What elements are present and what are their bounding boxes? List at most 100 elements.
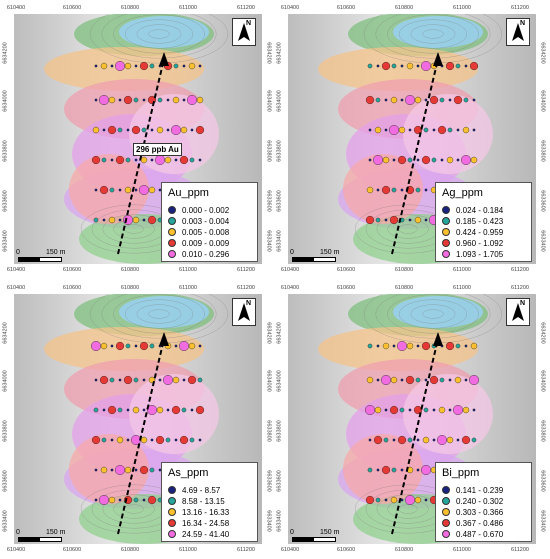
axis-tick-label: 610800	[394, 285, 414, 291]
map-canvas	[318, 294, 503, 544]
anomaly-zone	[403, 94, 493, 174]
sample-point	[178, 341, 189, 352]
legend-item: 0.487 - 0.670	[442, 529, 503, 539]
sample-point	[110, 64, 114, 68]
sample-point	[414, 496, 422, 504]
axis-tick-label: 6633400	[265, 230, 272, 252]
sample-point	[420, 464, 431, 475]
sample-point	[149, 63, 155, 69]
sample-point	[91, 435, 101, 445]
sample-point	[134, 64, 138, 68]
sample-point	[408, 408, 412, 412]
sample-point	[134, 344, 138, 348]
axis-tick-label: 6633600	[539, 470, 546, 492]
contour-line	[124, 299, 193, 329]
sample-point	[188, 342, 196, 350]
sample-point	[367, 63, 373, 69]
sample-point	[429, 375, 439, 385]
axis-tick-label: 6634200	[265, 322, 272, 344]
axis-tick-label: 611200	[237, 5, 255, 11]
legend-swatch	[168, 228, 176, 236]
scale-label-end: 150 m	[320, 249, 340, 256]
axis-tick-label: 610800	[120, 547, 140, 553]
sample-point	[133, 97, 139, 103]
sample-point	[472, 98, 476, 102]
sample-point	[389, 405, 399, 415]
legend-label: 0.303 - 0.366	[456, 507, 504, 517]
sample-point	[376, 344, 380, 348]
legend-item: 13.16 - 16.33	[168, 507, 229, 517]
sample-point	[384, 98, 388, 102]
sample-point	[470, 156, 478, 164]
trend-arrow-line	[117, 58, 165, 255]
sample-point	[375, 217, 381, 223]
sample-point	[118, 98, 122, 102]
north-arrow-icon	[238, 303, 250, 321]
sample-point	[455, 343, 461, 349]
legend-label: 0.010 - 0.296	[182, 249, 230, 259]
sample-point	[174, 344, 178, 348]
sample-point	[381, 185, 391, 195]
sample-point	[102, 218, 106, 222]
axis-tick-label: 6634200	[276, 322, 283, 344]
axis-tick-label: 6634200	[2, 42, 9, 64]
sample-point	[107, 405, 117, 415]
sample-point	[182, 378, 186, 382]
sample-point	[414, 96, 422, 104]
sample-point	[174, 158, 178, 162]
scale-bar: 0 150 m	[16, 526, 68, 542]
contour-line	[398, 299, 467, 329]
sample-point	[189, 437, 195, 443]
sample-point	[460, 154, 471, 165]
sample-point	[139, 465, 149, 475]
sample-point	[368, 438, 372, 442]
sample-point	[122, 214, 133, 225]
sample-point	[408, 218, 412, 222]
legend-swatch	[442, 508, 450, 516]
sample-point	[172, 376, 180, 384]
sample-point	[124, 62, 132, 70]
axis-tick-label: 611000	[453, 547, 471, 553]
axis-tick-label: 610800	[120, 285, 140, 291]
anomaly-zone	[393, 296, 483, 328]
sample-point	[118, 378, 122, 382]
sample-point	[416, 158, 420, 162]
axis-tick-label: 610400	[280, 5, 300, 11]
sample-point	[108, 216, 116, 224]
legend-swatch	[168, 497, 176, 505]
sample-point	[190, 408, 194, 412]
legend-swatch	[442, 228, 450, 236]
sample-point	[448, 378, 452, 382]
sample-point	[408, 128, 412, 132]
legend-label: 1.093 - 1.705	[456, 249, 504, 259]
scale-bar-graphic	[292, 257, 336, 262]
sample-point	[182, 98, 186, 102]
sample-point	[421, 155, 431, 165]
sample-point	[125, 157, 131, 163]
sample-point	[125, 343, 131, 349]
sample-point	[424, 218, 428, 222]
sample-point	[448, 98, 452, 102]
sample-point	[124, 466, 132, 474]
legend-swatch	[442, 486, 450, 494]
sample-point	[367, 467, 373, 473]
legend-item: 0.005 - 0.008	[168, 227, 229, 237]
axis-tick-label: 6634000	[539, 90, 546, 112]
axis-tick-label: 610600	[336, 285, 356, 291]
map-panel-au: N Au_ppm 0.000 - 0.002 0.003 - 0.004 0.0…	[2, 2, 272, 276]
sample-point	[422, 436, 430, 444]
sample-point	[374, 406, 382, 414]
sample-point	[376, 188, 380, 192]
sample-point	[179, 155, 189, 165]
sample-point	[404, 494, 415, 505]
legend-label: 0.005 - 0.008	[182, 227, 230, 237]
sample-point	[424, 498, 428, 502]
axis-tick-label: 611200	[237, 285, 255, 291]
sample-point	[150, 158, 154, 162]
contour-line	[89, 294, 229, 344]
contour-line	[387, 14, 479, 54]
sample-point	[198, 158, 202, 162]
sample-point	[471, 437, 477, 443]
sample-point	[108, 496, 116, 504]
legend-item: 0.240 - 0.302	[442, 496, 503, 506]
